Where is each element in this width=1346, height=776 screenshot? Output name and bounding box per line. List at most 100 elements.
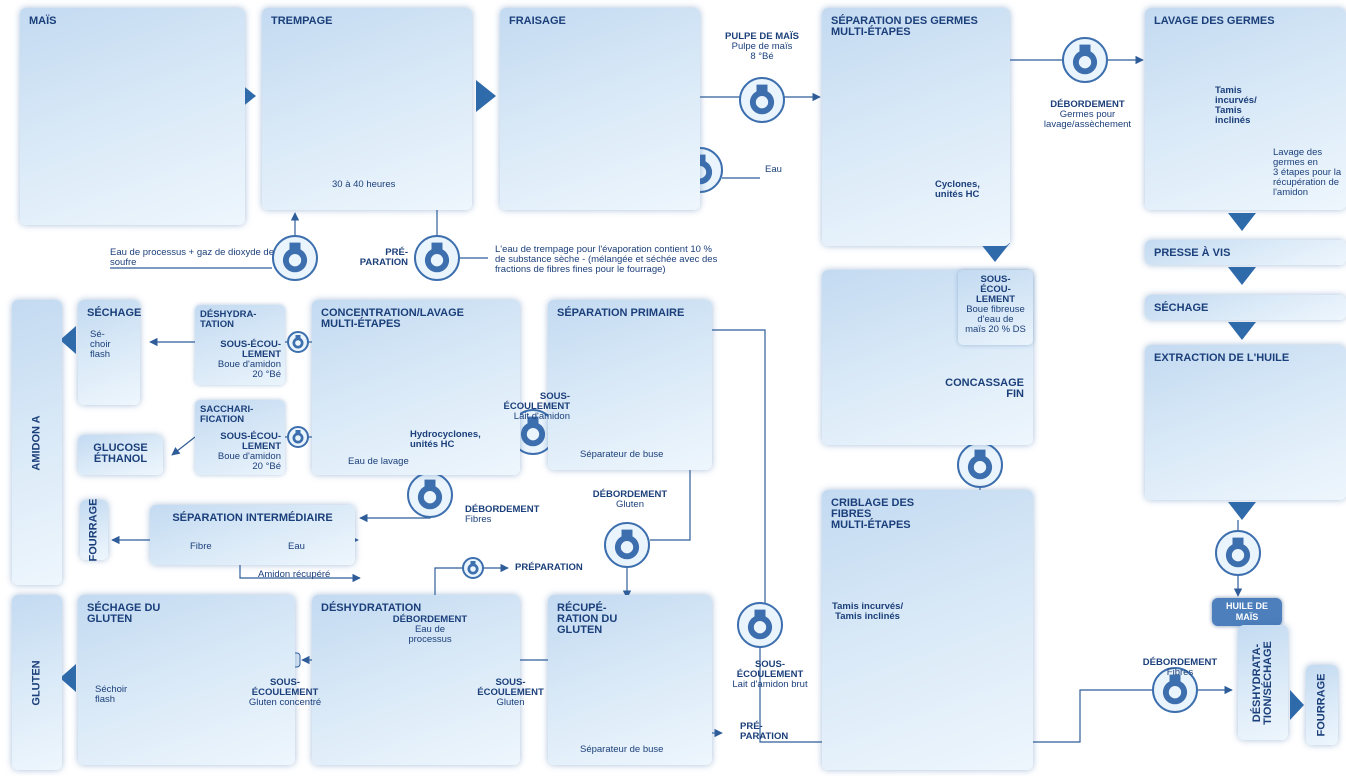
arrow xyxy=(1228,502,1256,520)
box-title: TREMPAGE xyxy=(271,15,333,27)
flow-title: SOUS- ÉCOULEMENT xyxy=(736,659,804,680)
box-title: CRIBLAGE DES FIBRES MULTI-ÉTAPES xyxy=(831,497,915,531)
arrow xyxy=(60,664,76,692)
box-label: Séparateur de buse xyxy=(580,744,664,755)
flow-text: Fibres xyxy=(1166,667,1194,678)
box-label: Séchoir flash xyxy=(95,684,128,705)
flow-title: DÉBORDEMENT xyxy=(465,504,540,515)
pump xyxy=(739,77,785,123)
pump xyxy=(272,235,318,281)
arrow xyxy=(980,243,1010,262)
box-title: LAVAGE DES GERMES xyxy=(1154,15,1275,27)
flow-title: SOUS- ÉCOULEMENT xyxy=(251,677,319,698)
box-title: FOURRAGE xyxy=(87,498,100,562)
flow-label: Eau de lavage xyxy=(348,457,418,467)
box-label: Sé- choir flash xyxy=(90,329,111,360)
flow-title: PRÉPARATION xyxy=(515,562,583,573)
flow-text: Germes pour lavage/assèchement xyxy=(1043,109,1132,130)
flow-label: SOUS- ÉCOULEMENT Lait d'amidon brut xyxy=(715,660,825,690)
box-title: SÉCHAGE DU GLUTEN xyxy=(87,602,161,625)
flow-label: SOUS- ÉCOULEMENT Gluten xyxy=(468,678,553,708)
flow-label: SOUS- ÉCOULEMENT Gluten concentré xyxy=(230,678,340,708)
pumps xyxy=(272,37,1261,744)
pump-part xyxy=(694,154,706,163)
pump-part xyxy=(423,491,437,504)
box-title: SÉPARATION INTERMÉDIAIRE xyxy=(172,512,333,524)
process-box: DÉSHYDRATA- TION/SÉCHAGE xyxy=(1238,625,1288,740)
pump xyxy=(414,235,460,281)
pump-part xyxy=(753,621,767,634)
box-title: SÉCHAGE xyxy=(87,307,142,319)
process-box: FRAISAGE xyxy=(500,8,700,210)
flow-text: Fibre xyxy=(190,541,212,552)
process-box: LAVAGE DES GERMES Tamis incurvés/ Tamis i… xyxy=(1145,8,1346,210)
process-box: RÉCUPÉ- RATION DU GLUTEN Séparateur de bu… xyxy=(548,595,712,765)
pump-part xyxy=(754,609,766,618)
flow-title: DÉBORDEMENT xyxy=(1142,657,1218,668)
flow-label: DÉSHYDRA- TATION xyxy=(195,305,285,385)
flow-text: Eau de processus xyxy=(408,624,452,645)
pump-part xyxy=(973,461,987,474)
process-box: HUILE DE MAÏS xyxy=(1212,598,1282,626)
box-title: EXTRACTION DE L'HUILE xyxy=(1154,352,1290,364)
flow-text: Lait d'amidon brut xyxy=(732,679,808,690)
flow-title: PRÉ- PARATION xyxy=(359,247,408,268)
process-box: SÉCHAGE xyxy=(1145,295,1346,320)
process-box: SÉCHAGE Sé- choir flash xyxy=(78,300,142,405)
process-box: SÉPARATION PRIMAIRE Séparateur de buse xyxy=(548,300,712,470)
flow-title: SOUS- ÉCOULEMENT xyxy=(477,677,544,698)
pump-part xyxy=(295,335,301,339)
pump-part xyxy=(621,529,633,538)
process-box: GLUCOSE ÉTHANOL xyxy=(78,435,163,475)
box-title: CONCENTRATION/LAVAGE MULTI-ÉTAPES xyxy=(321,307,464,330)
pump xyxy=(510,409,556,455)
flow-label: SOUS-ÉCOU- LEMENT Boue d'amidon 20 °Bé xyxy=(203,340,281,380)
arrow xyxy=(1228,322,1256,340)
process-box: SÉPARATION INTERMÉDIAIRE xyxy=(150,505,355,565)
flow-text: Eau de lavage xyxy=(348,456,409,467)
flow-text: Eau de processus + gaz de dioxyde de sou… xyxy=(110,247,274,268)
box-label: Cyclones, unités HC xyxy=(935,179,980,200)
pump-part xyxy=(1232,537,1244,546)
flow-title: PULPE DE MAÏS xyxy=(725,31,799,42)
process-box: GLUTEN xyxy=(12,595,62,770)
box-label: 30 à 40 heures xyxy=(332,179,396,190)
arrow xyxy=(1290,690,1304,720)
pump-part xyxy=(1078,56,1092,69)
flow-title: SOUS- ÉCOULEMENT xyxy=(503,391,571,412)
process-box: PRESSE À VIS xyxy=(1145,240,1346,265)
pump-part xyxy=(295,435,301,441)
flow-text: Gluten concentré xyxy=(248,697,322,708)
pump-part xyxy=(1231,549,1245,562)
flow-label: DÉBORDEMENT Eau de processus xyxy=(380,615,480,645)
box-title: GLUTEN xyxy=(30,659,43,706)
flow-text: Boue fibreuse d'eau de maïs 20 % DS xyxy=(965,304,1026,335)
flow-text: Boue d'amidon 20 °Bé xyxy=(217,359,281,380)
pump xyxy=(287,331,309,353)
flow-text: Pulpe de maïs 8 °Bé xyxy=(731,41,793,62)
process-box: CRIBLAGE DES FIBRES MULTI-ÉTAPES Tamis in… xyxy=(822,490,1033,770)
box-label: Hydrocyclones, unités HC xyxy=(410,429,481,450)
process-box: EXTRACTION DE L'HUILE xyxy=(1145,345,1346,500)
pump-part xyxy=(1079,44,1091,53)
flow-label: DÉBORDEMENT Fibres xyxy=(465,505,555,525)
pump-part xyxy=(755,96,769,109)
flow-text: Boue d'amidon 20 °Bé xyxy=(217,451,281,472)
box-title: HUILE DE MAÏS xyxy=(1225,601,1268,622)
box-title: RÉCUPÉ- RATION DU GLUTEN xyxy=(557,602,618,636)
flow-label: SACCHARI- FICATION xyxy=(195,400,285,475)
flow-label: PULPE DE MAÏS Pulpe de maïs 8 °Bé xyxy=(722,32,802,62)
process-box: DÉSHYDRATATION xyxy=(312,595,520,765)
pump xyxy=(407,472,453,518)
flow-text: Fibres xyxy=(465,514,492,525)
flow-title: DÉBORDEMENT xyxy=(592,489,668,500)
pump-part xyxy=(470,561,476,565)
flow-label: Eau xyxy=(765,165,795,175)
box-label: Tamis incurvés/ Tamis inclinés xyxy=(832,601,904,622)
pump xyxy=(957,442,1003,488)
process-box: SÉPARATION DES GERMES MULTI-ÉTAPES Cyclon… xyxy=(822,8,1010,246)
pump-part xyxy=(295,430,301,434)
flow-label: DÉBORDEMENT Fibres xyxy=(1130,658,1230,678)
flow-text: Amidon récupéré xyxy=(258,569,331,580)
